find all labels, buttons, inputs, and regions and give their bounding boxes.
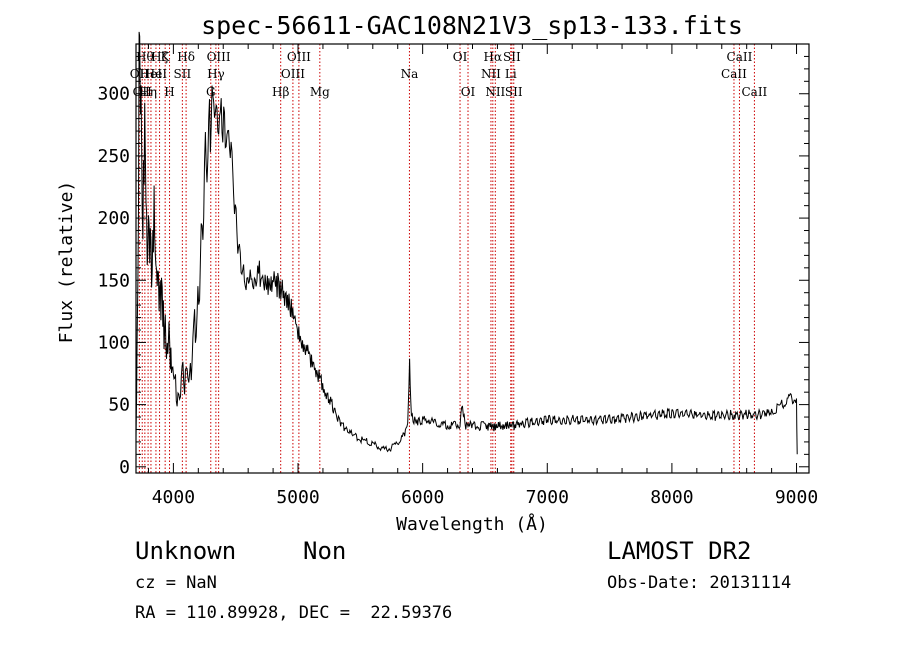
line-label-23: NII xyxy=(485,85,505,99)
line-label-24: Li xyxy=(505,67,517,81)
line-label-3: Hη xyxy=(139,85,157,99)
line-label-28: CaII xyxy=(727,50,753,64)
observation-date: Obs-Date: 20131114 xyxy=(607,573,792,593)
x-tick-label-3: 7000 xyxy=(526,487,569,508)
line-label-8: H xyxy=(164,85,174,99)
line-label-5: HeI xyxy=(145,67,168,81)
line-label-13: OIII xyxy=(207,50,231,64)
line-label-16: OIII xyxy=(287,50,311,64)
line-label-26: SII xyxy=(505,85,523,99)
line-label-9: SII xyxy=(174,67,192,81)
y-tick-label-5: 250 xyxy=(97,146,130,167)
y-axis-label: Flux (relative) xyxy=(56,181,77,344)
line-label-18: Na xyxy=(401,67,419,81)
line-label-4: HeI xyxy=(140,67,163,81)
line-label-10: Hδ xyxy=(177,50,195,64)
x-tick-label-1: 5000 xyxy=(276,487,319,508)
line-label-14: Hβ xyxy=(272,85,289,99)
y-tick-label-2: 100 xyxy=(97,332,130,353)
line-label-25: SII xyxy=(503,50,521,64)
line-label-15: OIII xyxy=(281,67,305,81)
object-subclass: Non xyxy=(303,537,347,565)
line-label-11: G xyxy=(206,85,216,99)
line-label-29: CaII xyxy=(741,85,767,99)
y-tick-label-3: 150 xyxy=(97,270,130,291)
line-label-12: Hγ xyxy=(207,67,225,81)
y-tick-label-1: 50 xyxy=(108,395,130,416)
line-label-21: NII xyxy=(481,67,501,81)
y-tick-label-0: 0 xyxy=(119,457,130,478)
line-label-22: Hα xyxy=(484,50,503,64)
x-tick-label-0: 4000 xyxy=(152,487,195,508)
x-tick-label-5: 9000 xyxy=(775,487,818,508)
line-label-17: Mg xyxy=(310,85,330,99)
line-label-27: CaII xyxy=(721,67,747,81)
survey-name: LAMOST DR2 xyxy=(607,537,752,565)
y-tick-label-6: 300 xyxy=(97,84,130,105)
spectral-line-markers xyxy=(138,44,755,473)
line-label-7: K xyxy=(161,50,171,64)
spectrum-line xyxy=(135,31,798,455)
x-tick-label-4: 8000 xyxy=(650,487,693,508)
line-label-20: OI xyxy=(461,85,476,99)
chart-title: spec-56611-GAC108N21V3_sp13-133.fits xyxy=(201,11,743,40)
x-tick-label-2: 6000 xyxy=(401,487,444,508)
x-axis-label: Wavelength (Å) xyxy=(396,513,548,535)
x-axis-ticks: 4000 5000 6000 7000 8000 9000 xyxy=(147,44,818,508)
y-axis-ticks: 0 50 100 150 200 250 300 xyxy=(97,55,809,478)
line-label-6: Hζ xyxy=(151,50,168,64)
line-label-1: OII xyxy=(133,85,153,99)
coordinates: RA = 110.89928, DEC = 22.59376 xyxy=(135,603,453,623)
line-label-2: Hθ xyxy=(136,50,154,64)
spectral-line-labels: OIIOIIHθHηHeIHeIHζKHSIIHδGHγOIIIHβOIIIOI… xyxy=(130,50,768,99)
line-label-19: OI xyxy=(453,50,468,64)
redshift-value: cz = NaN xyxy=(135,573,217,593)
plot-frame xyxy=(135,43,810,474)
object-class: Unknown xyxy=(135,537,237,565)
line-label-0: OII xyxy=(130,67,150,81)
y-tick-label-4: 200 xyxy=(97,208,130,229)
